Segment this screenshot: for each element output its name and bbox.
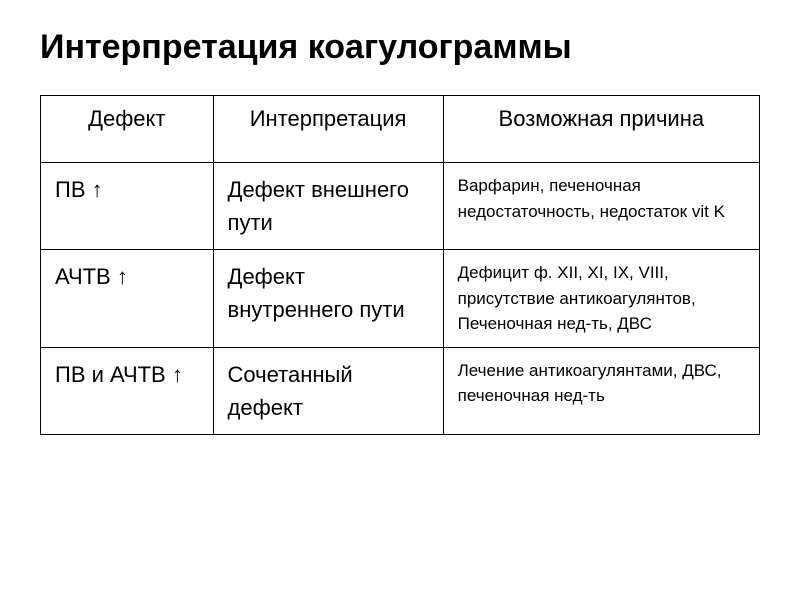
cell-cause: Варфарин, печеночная недостаточность, не… bbox=[443, 163, 759, 250]
table-row: ПВ ↑ Дефект внешнего пути Варфарин, пече… bbox=[41, 163, 760, 250]
slide: Интерпретация коагулограммы Дефект Интер… bbox=[0, 0, 800, 455]
col-header-cause: Возможная причина bbox=[443, 96, 759, 163]
cell-defect: ПВ ↑ bbox=[41, 163, 214, 250]
cell-interpretation: Сочетанный дефект bbox=[213, 347, 443, 434]
table-row: ПВ и АЧТВ ↑ Сочетанный дефект Лечение ан… bbox=[41, 347, 760, 434]
cell-cause: Лечение антикоагулянтами, ДВС, печеночна… bbox=[443, 347, 759, 434]
cell-cause: Дефицит ф. XII, XI, IX, VIII, присутстви… bbox=[443, 250, 759, 348]
cell-defect: ПВ и АЧТВ ↑ bbox=[41, 347, 214, 434]
table-row: АЧТВ ↑ Дефект внутреннего пути Дефицит ф… bbox=[41, 250, 760, 348]
col-header-interpretation: Интерпретация bbox=[213, 96, 443, 163]
table-header-row: Дефект Интерпретация Возможная причина bbox=[41, 96, 760, 163]
page-title: Интерпретация коагулограммы bbox=[40, 28, 760, 67]
cell-interpretation: Дефект внутреннего пути bbox=[213, 250, 443, 348]
cell-interpretation: Дефект внешнего пути bbox=[213, 163, 443, 250]
col-header-defect: Дефект bbox=[41, 96, 214, 163]
cell-defect: АЧТВ ↑ bbox=[41, 250, 214, 348]
coagulogram-table: Дефект Интерпретация Возможная причина П… bbox=[40, 95, 760, 435]
